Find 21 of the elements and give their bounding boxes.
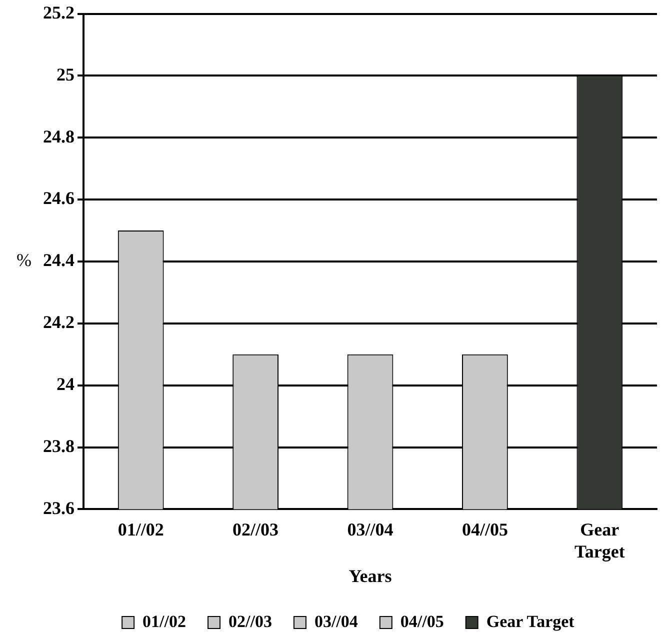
y-tick-label: 23.8	[43, 436, 74, 456]
y-tick-label: 24.8	[43, 126, 74, 146]
y-tick-label: 24.4	[43, 250, 74, 270]
legend-label: 01//02	[142, 612, 186, 631]
legend-label: Gear Target	[486, 612, 575, 631]
y-tick-label: 23.6	[43, 498, 74, 518]
legend-label: 03//04	[314, 612, 358, 631]
x-tick-label: 02//03	[232, 520, 279, 540]
x-axis-title: Years	[348, 566, 392, 586]
legend-label: 02//03	[228, 612, 272, 631]
x-tick-label: 01//02	[118, 520, 164, 540]
legend-label: 04//05	[400, 612, 444, 631]
y-tick-label: 24	[56, 374, 74, 394]
y-tick-label: 25.2	[43, 2, 74, 22]
x-tick-label: 03//04	[347, 520, 394, 540]
x-tick-label: 04//05	[462, 520, 508, 540]
x-tick-label: Gear Target	[574, 520, 625, 562]
y-tick-label: 24.6	[43, 188, 74, 208]
y-tick-label: 24.2	[43, 312, 74, 332]
y-tick-label: 25	[56, 64, 74, 84]
y-axis-title: %	[16, 250, 32, 270]
